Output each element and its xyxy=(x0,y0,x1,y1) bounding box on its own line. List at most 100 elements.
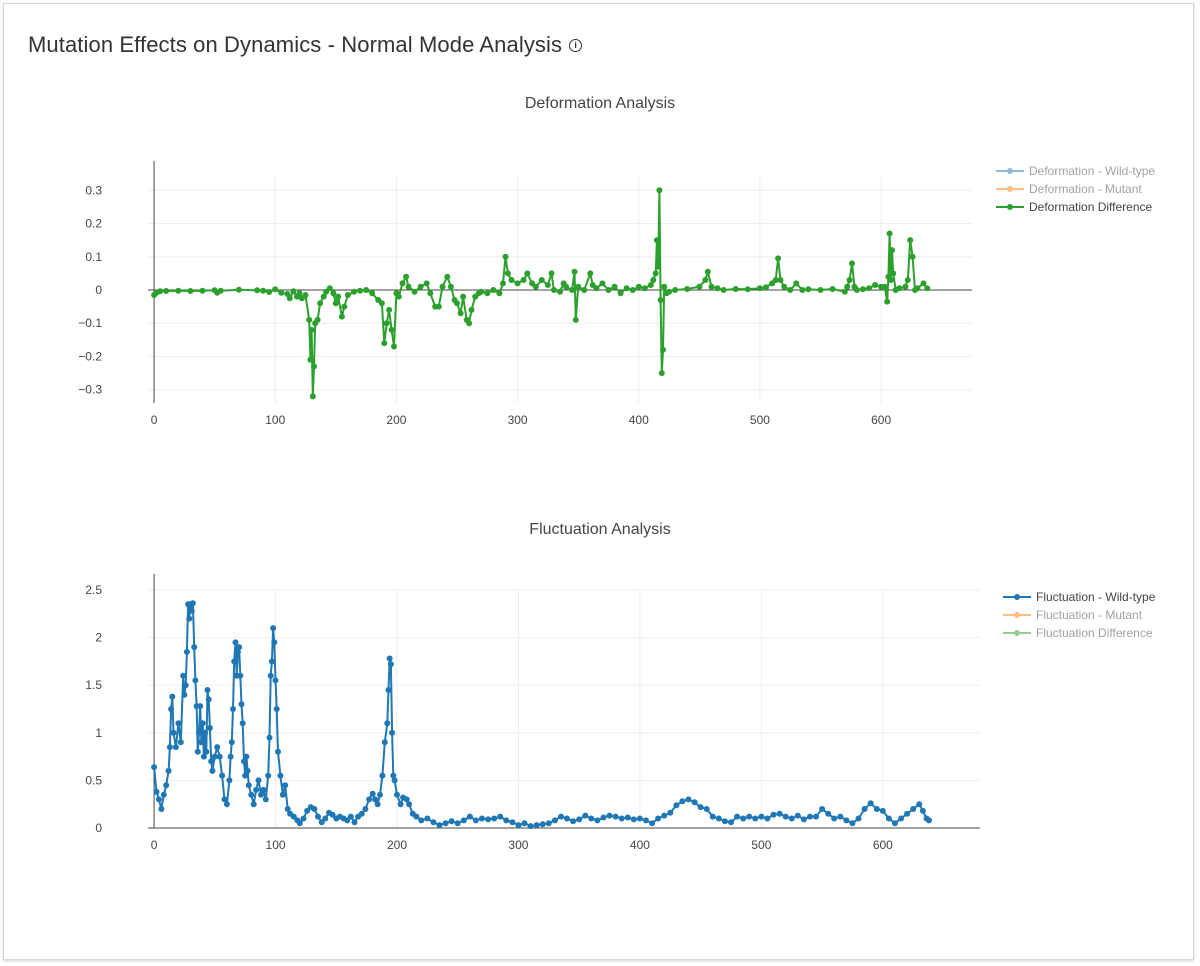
fluctuation-data-point[interactable] xyxy=(885,815,892,822)
fluctuation-data-point[interactable] xyxy=(594,817,601,824)
fluctuation-data-point[interactable] xyxy=(442,820,449,827)
fluctuation-data-point[interactable] xyxy=(831,815,838,822)
fluctuation-data-point[interactable] xyxy=(248,791,255,798)
fluctuation-data-point[interactable] xyxy=(267,672,274,679)
deformation-data-point[interactable] xyxy=(844,283,851,290)
fluctuation-data-point[interactable] xyxy=(800,816,807,823)
deformation-data-point[interactable] xyxy=(684,286,691,292)
fluctuation-data-point[interactable] xyxy=(643,817,649,824)
deformation-data-point[interactable] xyxy=(720,287,727,293)
fluctuation-data-point[interactable] xyxy=(390,772,397,779)
deformation-data-point[interactable] xyxy=(653,237,660,244)
deformation-data-point[interactable] xyxy=(314,316,321,323)
fluctuation-data-point[interactable] xyxy=(204,687,211,693)
fluctuation-data-point[interactable] xyxy=(397,801,404,808)
deformation-data-point[interactable] xyxy=(306,316,313,323)
deformation-data-point[interactable] xyxy=(532,283,539,290)
fluctuation-data-point[interactable] xyxy=(685,796,692,803)
fluctuation-data-point[interactable] xyxy=(209,767,216,774)
deformation-data-point[interactable] xyxy=(904,277,911,283)
deformation-data-point[interactable] xyxy=(881,283,888,290)
fluctuation-data-point[interactable] xyxy=(479,815,485,822)
deformation-data-point[interactable] xyxy=(544,282,551,288)
deformation-data-point[interactable] xyxy=(447,283,454,290)
deformation-data-point[interactable] xyxy=(403,273,410,280)
fluctuation-data-point[interactable] xyxy=(630,816,637,823)
fluctuation-data-point[interactable] xyxy=(418,817,425,824)
deformation-data-point[interactable] xyxy=(829,286,836,292)
fluctuation-data-point[interactable] xyxy=(245,782,252,789)
deformation-data-point[interactable] xyxy=(326,285,333,292)
fluctuation-data-point[interactable] xyxy=(582,812,589,819)
deformation-data-point[interactable] xyxy=(520,277,527,283)
fluctuation-data-point[interactable] xyxy=(244,767,251,774)
deformation-data-point[interactable] xyxy=(369,290,376,297)
fluctuation-data-point[interactable] xyxy=(384,720,391,727)
deformation-chart[interactable]: Deformation Analysis 0 100 200 300 400 500 600 −… xyxy=(0,80,1200,530)
deformation-data-point[interactable] xyxy=(286,295,293,302)
deformation-data-point[interactable] xyxy=(650,277,657,283)
fluctuation-data-point[interactable] xyxy=(533,822,540,829)
fluctuation-data-point[interactable] xyxy=(221,796,228,803)
fluctuation-data-point[interactable] xyxy=(208,758,215,765)
fluctuation-data-point[interactable] xyxy=(227,753,234,760)
deformation-data-point[interactable] xyxy=(157,288,164,295)
deformation-data-point[interactable] xyxy=(175,287,182,294)
fluctuation-data-point[interactable] xyxy=(734,813,741,820)
fluctuation-chart[interactable]: Fluctuation Analysis 0 100 200 300 400 500 600 0… xyxy=(0,510,1200,910)
fluctuation-data-point[interactable] xyxy=(910,806,917,812)
fluctuation-data-point[interactable] xyxy=(230,706,236,712)
fluctuation-data-point[interactable] xyxy=(279,791,286,798)
deformation-data-point[interactable] xyxy=(623,285,630,292)
fluctuation-data-point[interactable] xyxy=(448,818,455,825)
fluctuation-data-point[interactable] xyxy=(849,820,856,827)
fluctuation-data-point[interactable] xyxy=(203,748,210,755)
fluctuation-data-point[interactable] xyxy=(329,811,336,818)
deformation-data-point[interactable] xyxy=(417,283,424,290)
deformation-data-point[interactable] xyxy=(817,287,824,293)
deformation-data-point[interactable] xyxy=(805,286,812,293)
deformation-data-point[interactable] xyxy=(502,253,509,260)
fluctuation-data-point[interactable] xyxy=(194,748,201,755)
deformation-data-point[interactable] xyxy=(666,288,673,295)
deformation-data-point[interactable] xyxy=(254,287,261,294)
fluctuation-legend-item[interactable]: Fluctuation - Mutant xyxy=(1003,608,1143,622)
deformation-data-point[interactable] xyxy=(386,306,393,313)
fluctuation-data-point[interactable] xyxy=(879,807,886,814)
deformation-data-point[interactable] xyxy=(504,270,511,277)
deformation-data-point[interactable] xyxy=(330,290,337,297)
deformation-data-point[interactable] xyxy=(914,285,921,292)
fluctuation-data-point[interactable] xyxy=(362,806,369,812)
fluctuation-data-point[interactable] xyxy=(558,813,564,820)
deformation-data-point[interactable] xyxy=(278,289,285,296)
deformation-data-point[interactable] xyxy=(696,283,703,290)
fluctuation-data-point[interactable] xyxy=(600,814,607,821)
deformation-data-point[interactable] xyxy=(641,285,648,292)
fluctuation-data-point[interactable] xyxy=(758,813,765,820)
deformation-data-point[interactable] xyxy=(388,326,395,333)
fluctuation-data-point[interactable] xyxy=(183,648,190,655)
fluctuation-data-point[interactable] xyxy=(825,810,832,817)
deformation-data-point[interactable] xyxy=(363,287,370,293)
fluctuation-data-point[interactable] xyxy=(258,791,264,798)
fluctuation-data-point[interactable] xyxy=(315,813,321,820)
fluctuation-data-point[interactable] xyxy=(819,806,826,812)
deformation-data-point[interactable] xyxy=(550,287,557,293)
deformation-data-point[interactable] xyxy=(496,290,503,297)
fluctuation-legend-item[interactable]: Fluctuation Difference xyxy=(1003,626,1153,640)
deformation-data-point[interactable] xyxy=(655,263,662,270)
fluctuation-data-point[interactable] xyxy=(153,788,160,795)
deformation-data-point[interactable] xyxy=(308,326,315,333)
fluctuation-data-point[interactable] xyxy=(892,820,898,827)
deformation-data-point[interactable] xyxy=(466,320,473,327)
fluctuation-data-point[interactable] xyxy=(232,639,239,646)
deformation-data-point[interactable] xyxy=(199,287,206,294)
deformation-data-point[interactable] xyxy=(896,285,903,292)
fluctuation-data-point[interactable] xyxy=(837,813,844,820)
deformation-data-point[interactable] xyxy=(296,290,303,297)
fluctuation-data-point[interactable] xyxy=(391,777,398,784)
deformation-legend-item[interactable]: Deformation - Mutant xyxy=(996,182,1142,196)
fluctuation-data-point[interactable] xyxy=(199,720,206,727)
deformation-data-point[interactable] xyxy=(557,288,563,295)
deformation-data-point[interactable] xyxy=(889,247,895,254)
